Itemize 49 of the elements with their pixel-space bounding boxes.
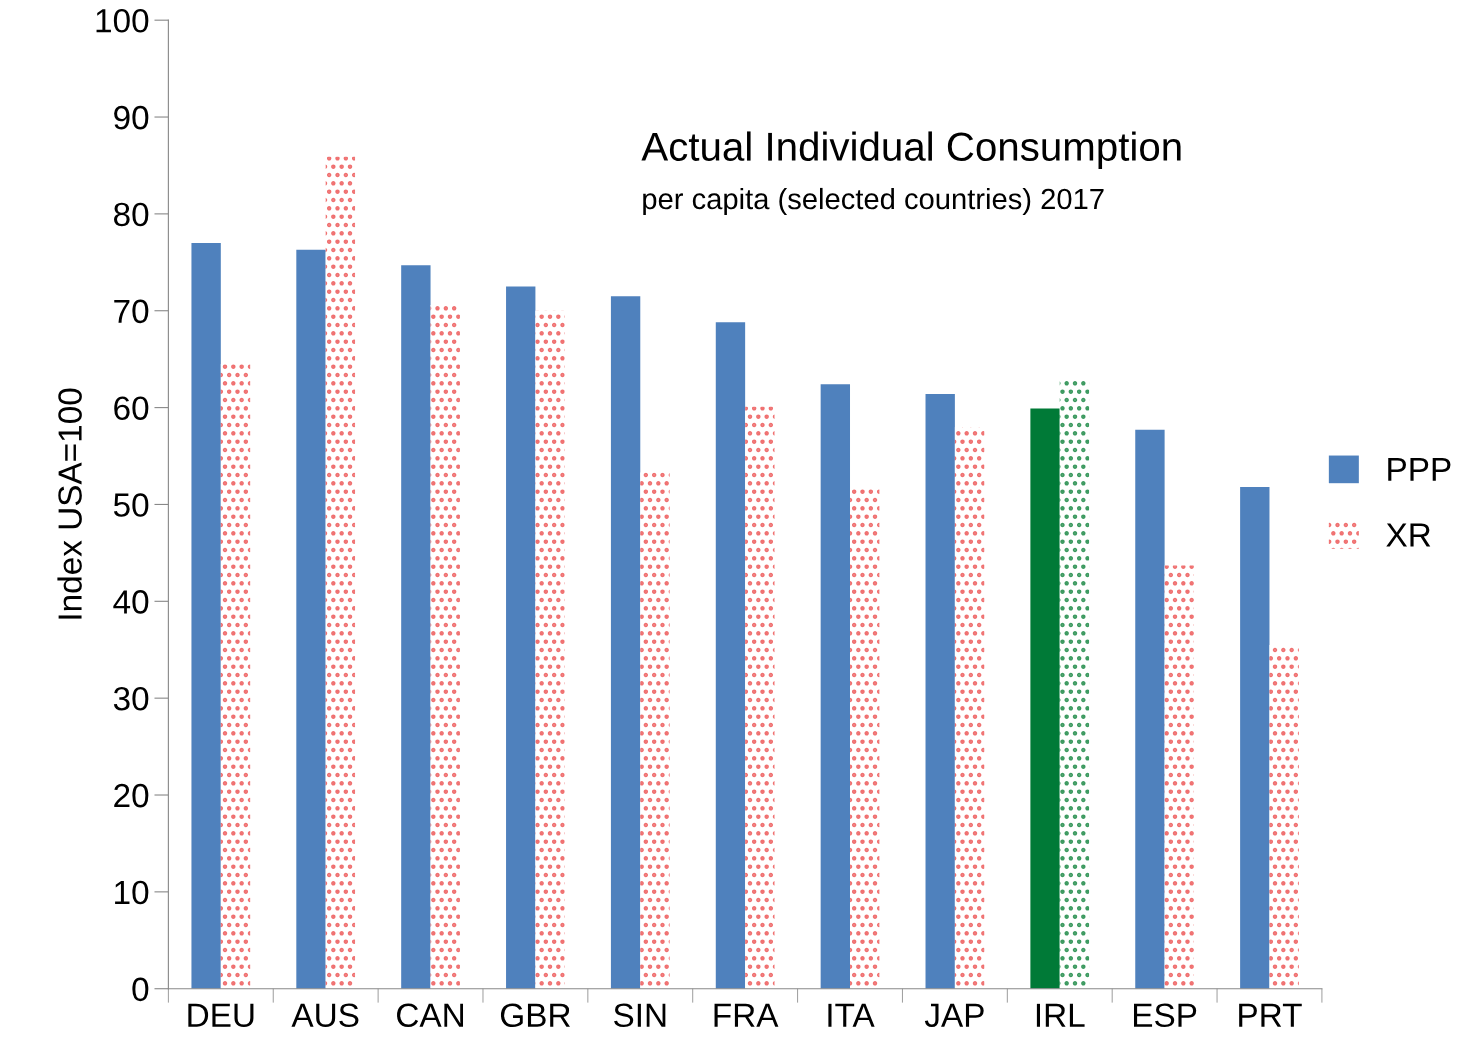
bar [954, 426, 985, 989]
bar [535, 310, 565, 989]
bar [325, 156, 356, 989]
y-tick-label: 30 [113, 686, 149, 711]
y-tick-label: 40 [113, 590, 149, 614]
x-tick-label: GBR [500, 1003, 570, 1028]
text: Actual Individual Consumption [641, 131, 1181, 169]
y-tick-label: 90 [114, 105, 149, 130]
y-tick-label: 100 [96, 8, 149, 33]
x-tick-label: CAN [397, 1003, 464, 1028]
x-tick-label: DEU [188, 1003, 254, 1028]
bar [506, 286, 536, 989]
x-tick-label: JAP [924, 1003, 984, 1028]
bar [820, 384, 851, 989]
bar [850, 488, 880, 989]
x-tick-label: SIN [614, 1003, 666, 1028]
x-tick-label: ESP [1134, 1003, 1197, 1028]
bar [640, 472, 670, 989]
y-tick-label: 50 [113, 493, 149, 517]
x-tick-label: FRA [714, 1003, 779, 1027]
text: per capita (selected countries) 2017 [643, 187, 1104, 216]
legend-label: PPP [1388, 457, 1451, 481]
bar [715, 322, 746, 989]
y-tick-label: 60 [114, 396, 149, 420]
bar [296, 249, 326, 989]
bar [1059, 378, 1090, 989]
y-tick-label: 10 [115, 880, 149, 905]
x-tick-label: AUS [291, 1003, 359, 1028]
bar [745, 406, 775, 989]
legend-label: XR [1386, 523, 1431, 547]
bar [1240, 487, 1270, 989]
x-tick-label: ITA [828, 1003, 875, 1027]
y-tick-label: 0 [132, 977, 149, 1002]
bar [1164, 565, 1194, 989]
bar [220, 364, 251, 989]
bar [430, 304, 460, 989]
bar [1030, 408, 1060, 989]
x-tick-label: PRT [1239, 1003, 1302, 1027]
y-tick-label: 20 [114, 783, 149, 808]
bar [925, 394, 955, 989]
x-tick-label: IRL [1036, 1003, 1085, 1027]
bar [1269, 644, 1299, 989]
bar [191, 242, 221, 989]
bar [401, 265, 431, 989]
bar [1135, 429, 1165, 989]
y-tick-label: 70 [114, 299, 149, 324]
y-tick-label: 80 [114, 202, 149, 227]
bar [610, 296, 641, 989]
y-axis-title: Index USA=100 [57, 388, 82, 619]
